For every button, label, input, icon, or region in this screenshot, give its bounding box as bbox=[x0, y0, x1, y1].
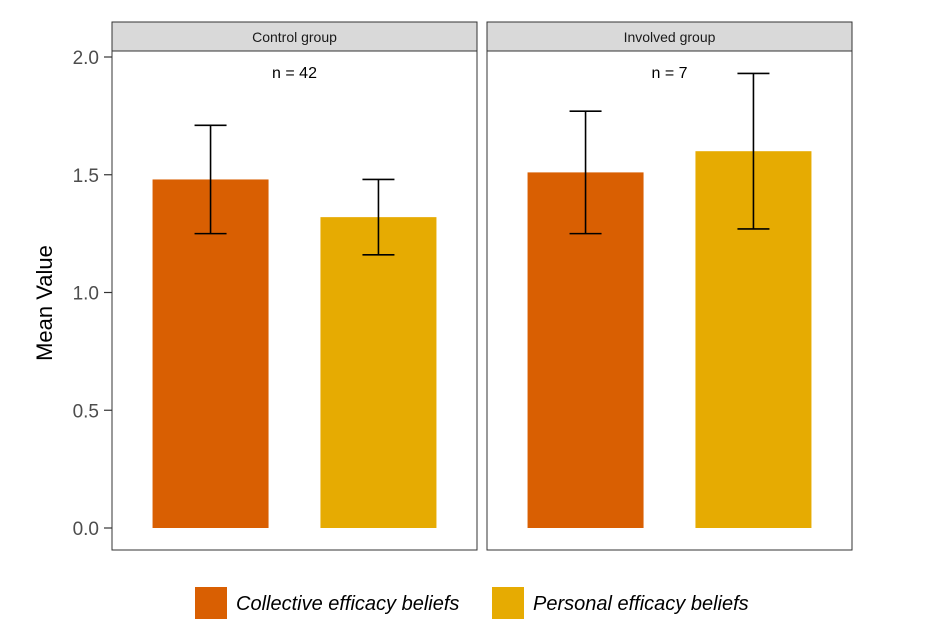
facet-strip bbox=[486, 21, 853, 52]
y-axis: 0.0 0.5 1.0 1.5 2.0 bbox=[73, 48, 112, 540]
legend-swatch bbox=[195, 587, 227, 619]
sample-size-label: n = 7 bbox=[651, 65, 687, 82]
panel-border bbox=[111, 50, 478, 551]
facet-panel: Involved group n = 7 bbox=[486, 21, 853, 551]
error-bar bbox=[194, 124, 227, 235]
error-bar bbox=[569, 110, 602, 235]
y-tick-label: 2.0 bbox=[73, 48, 99, 69]
y-axis-label: Mean Value bbox=[32, 245, 57, 361]
error-bar bbox=[362, 178, 395, 256]
facet-panel: Control group n = 42 bbox=[111, 21, 478, 551]
legend-label: Collective efficacy beliefs bbox=[236, 593, 459, 615]
facet-strip-label: Involved group bbox=[624, 29, 716, 45]
sample-size-label: n = 42 bbox=[272, 65, 317, 82]
legend-label: Personal efficacy beliefs bbox=[533, 593, 749, 615]
bar bbox=[152, 179, 269, 528]
facet-panels: Control group n = 42 Involved group n = 7 bbox=[111, 21, 853, 551]
panel-border bbox=[486, 50, 853, 551]
bar bbox=[320, 217, 437, 528]
error-bar bbox=[737, 72, 770, 230]
legend-item: Collective efficacy beliefs bbox=[195, 587, 459, 619]
legend-item: Personal efficacy beliefs bbox=[492, 587, 749, 619]
y-tick-label: 0.0 bbox=[73, 519, 99, 540]
y-tick-label: 0.5 bbox=[73, 401, 99, 422]
legend: Collective efficacy beliefs Personal effi… bbox=[195, 587, 749, 619]
facet-strip bbox=[111, 21, 478, 52]
y-tick-label: 1.5 bbox=[73, 166, 99, 187]
y-tick-label: 1.0 bbox=[73, 284, 99, 305]
facet-strip-label: Control group bbox=[252, 29, 337, 45]
legend-swatch bbox=[492, 587, 524, 619]
